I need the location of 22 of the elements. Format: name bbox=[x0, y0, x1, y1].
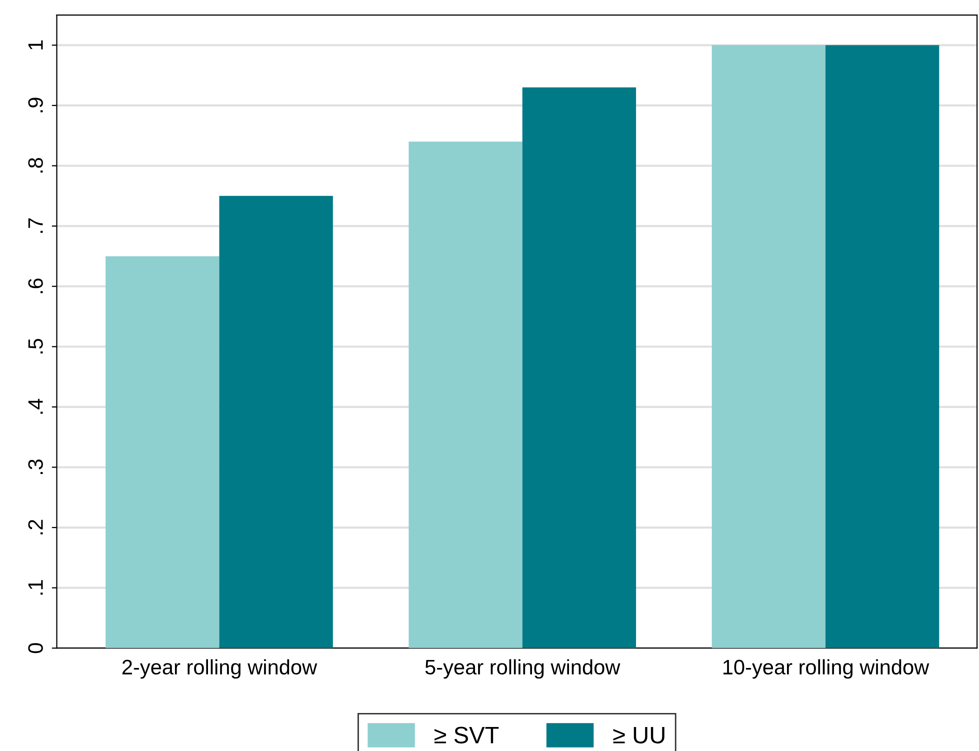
x-tick-label: 2-year rolling window bbox=[122, 659, 318, 679]
y-tick-label: .1 bbox=[28, 580, 43, 595]
bar bbox=[408, 142, 522, 648]
y-tick-label: .6 bbox=[28, 278, 43, 294]
y-tick-label: .8 bbox=[28, 158, 43, 173]
y-tick-label: 1 bbox=[28, 40, 43, 50]
x-tick-label: 5-year rolling window bbox=[425, 659, 620, 679]
y-tick-label: .2 bbox=[28, 520, 43, 534]
y-tick-label: .5 bbox=[28, 338, 43, 354]
legend-label: ≥ UU bbox=[613, 727, 664, 744]
bar bbox=[712, 45, 826, 648]
bar bbox=[522, 87, 636, 648]
y-tick-label: .7 bbox=[28, 218, 43, 233]
y-tick-label: .9 bbox=[28, 98, 43, 112]
y-tick-label: .3 bbox=[28, 459, 43, 474]
legend-label: ≥ SVT bbox=[434, 726, 499, 744]
bar bbox=[219, 196, 333, 648]
bar bbox=[106, 256, 220, 648]
x-tick-label: 10-year rolling window bbox=[723, 659, 930, 679]
y-tick-label: 0 bbox=[28, 643, 43, 654]
bar bbox=[825, 45, 940, 648]
y-tick-label: .4 bbox=[28, 398, 43, 414]
